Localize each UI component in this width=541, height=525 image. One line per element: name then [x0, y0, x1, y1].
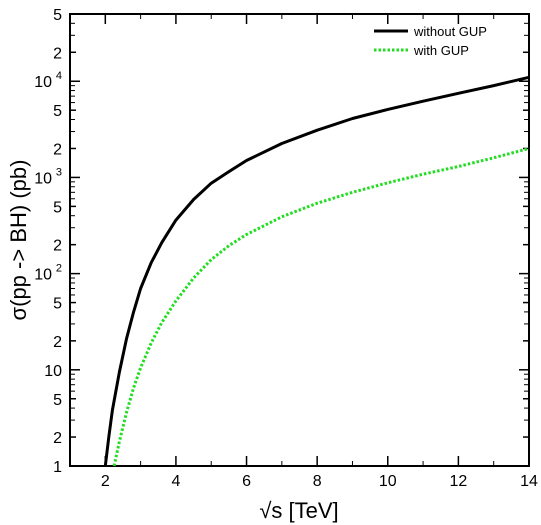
- x-tick-label: 6: [242, 473, 251, 490]
- y-tick-label: 10: [34, 170, 52, 187]
- x-tick-label: 4: [171, 473, 180, 490]
- series-layer: [103, 75, 530, 467]
- y-tick-label: 2: [53, 238, 62, 255]
- plot-frame: [69, 13, 530, 467]
- legend-label-with-gup: with GUP: [413, 43, 469, 58]
- y-tick-label: 5: [53, 296, 62, 313]
- y-tick-label: 2: [53, 45, 62, 62]
- y-tick-label: 10: [34, 267, 52, 284]
- y-tick-label: 5: [53, 103, 62, 120]
- y-tick-label: 5: [53, 392, 62, 409]
- x-axis-ticks: 2 4 6 8 10 12 14: [69, 14, 538, 490]
- y-tick-label: 10: [34, 74, 52, 91]
- y-tick-label: 2: [53, 334, 62, 351]
- x-tick-label: 8: [313, 473, 322, 490]
- y-axis-title: σ(pp -> BH) (pb): [6, 160, 31, 321]
- x-tick-label: 2: [101, 473, 110, 490]
- legend: without GUP with GUP: [374, 24, 487, 58]
- y-tick-label: 5: [53, 7, 62, 24]
- y-tick-exponent: 2: [56, 263, 62, 275]
- x-tick-label: 14: [520, 473, 538, 490]
- y-tick-label: 5: [53, 199, 62, 216]
- x-axis-title: √s [TeV]: [259, 498, 338, 523]
- y-tick-label: 1: [53, 459, 62, 476]
- y-tick-exponent: 3: [56, 166, 62, 178]
- y-tick-label: 2: [53, 141, 62, 158]
- series-line-without-gup: [103, 75, 530, 467]
- legend-label-without-gup: without GUP: [413, 24, 487, 39]
- x-tick-label: 10: [379, 473, 397, 490]
- y-tick-exponent: 4: [56, 70, 62, 82]
- x-tick-label: 12: [449, 473, 467, 490]
- y-tick-label: 2: [53, 430, 62, 447]
- y-tick-label: 10: [44, 363, 62, 380]
- series-line-with-gup: [112, 147, 530, 467]
